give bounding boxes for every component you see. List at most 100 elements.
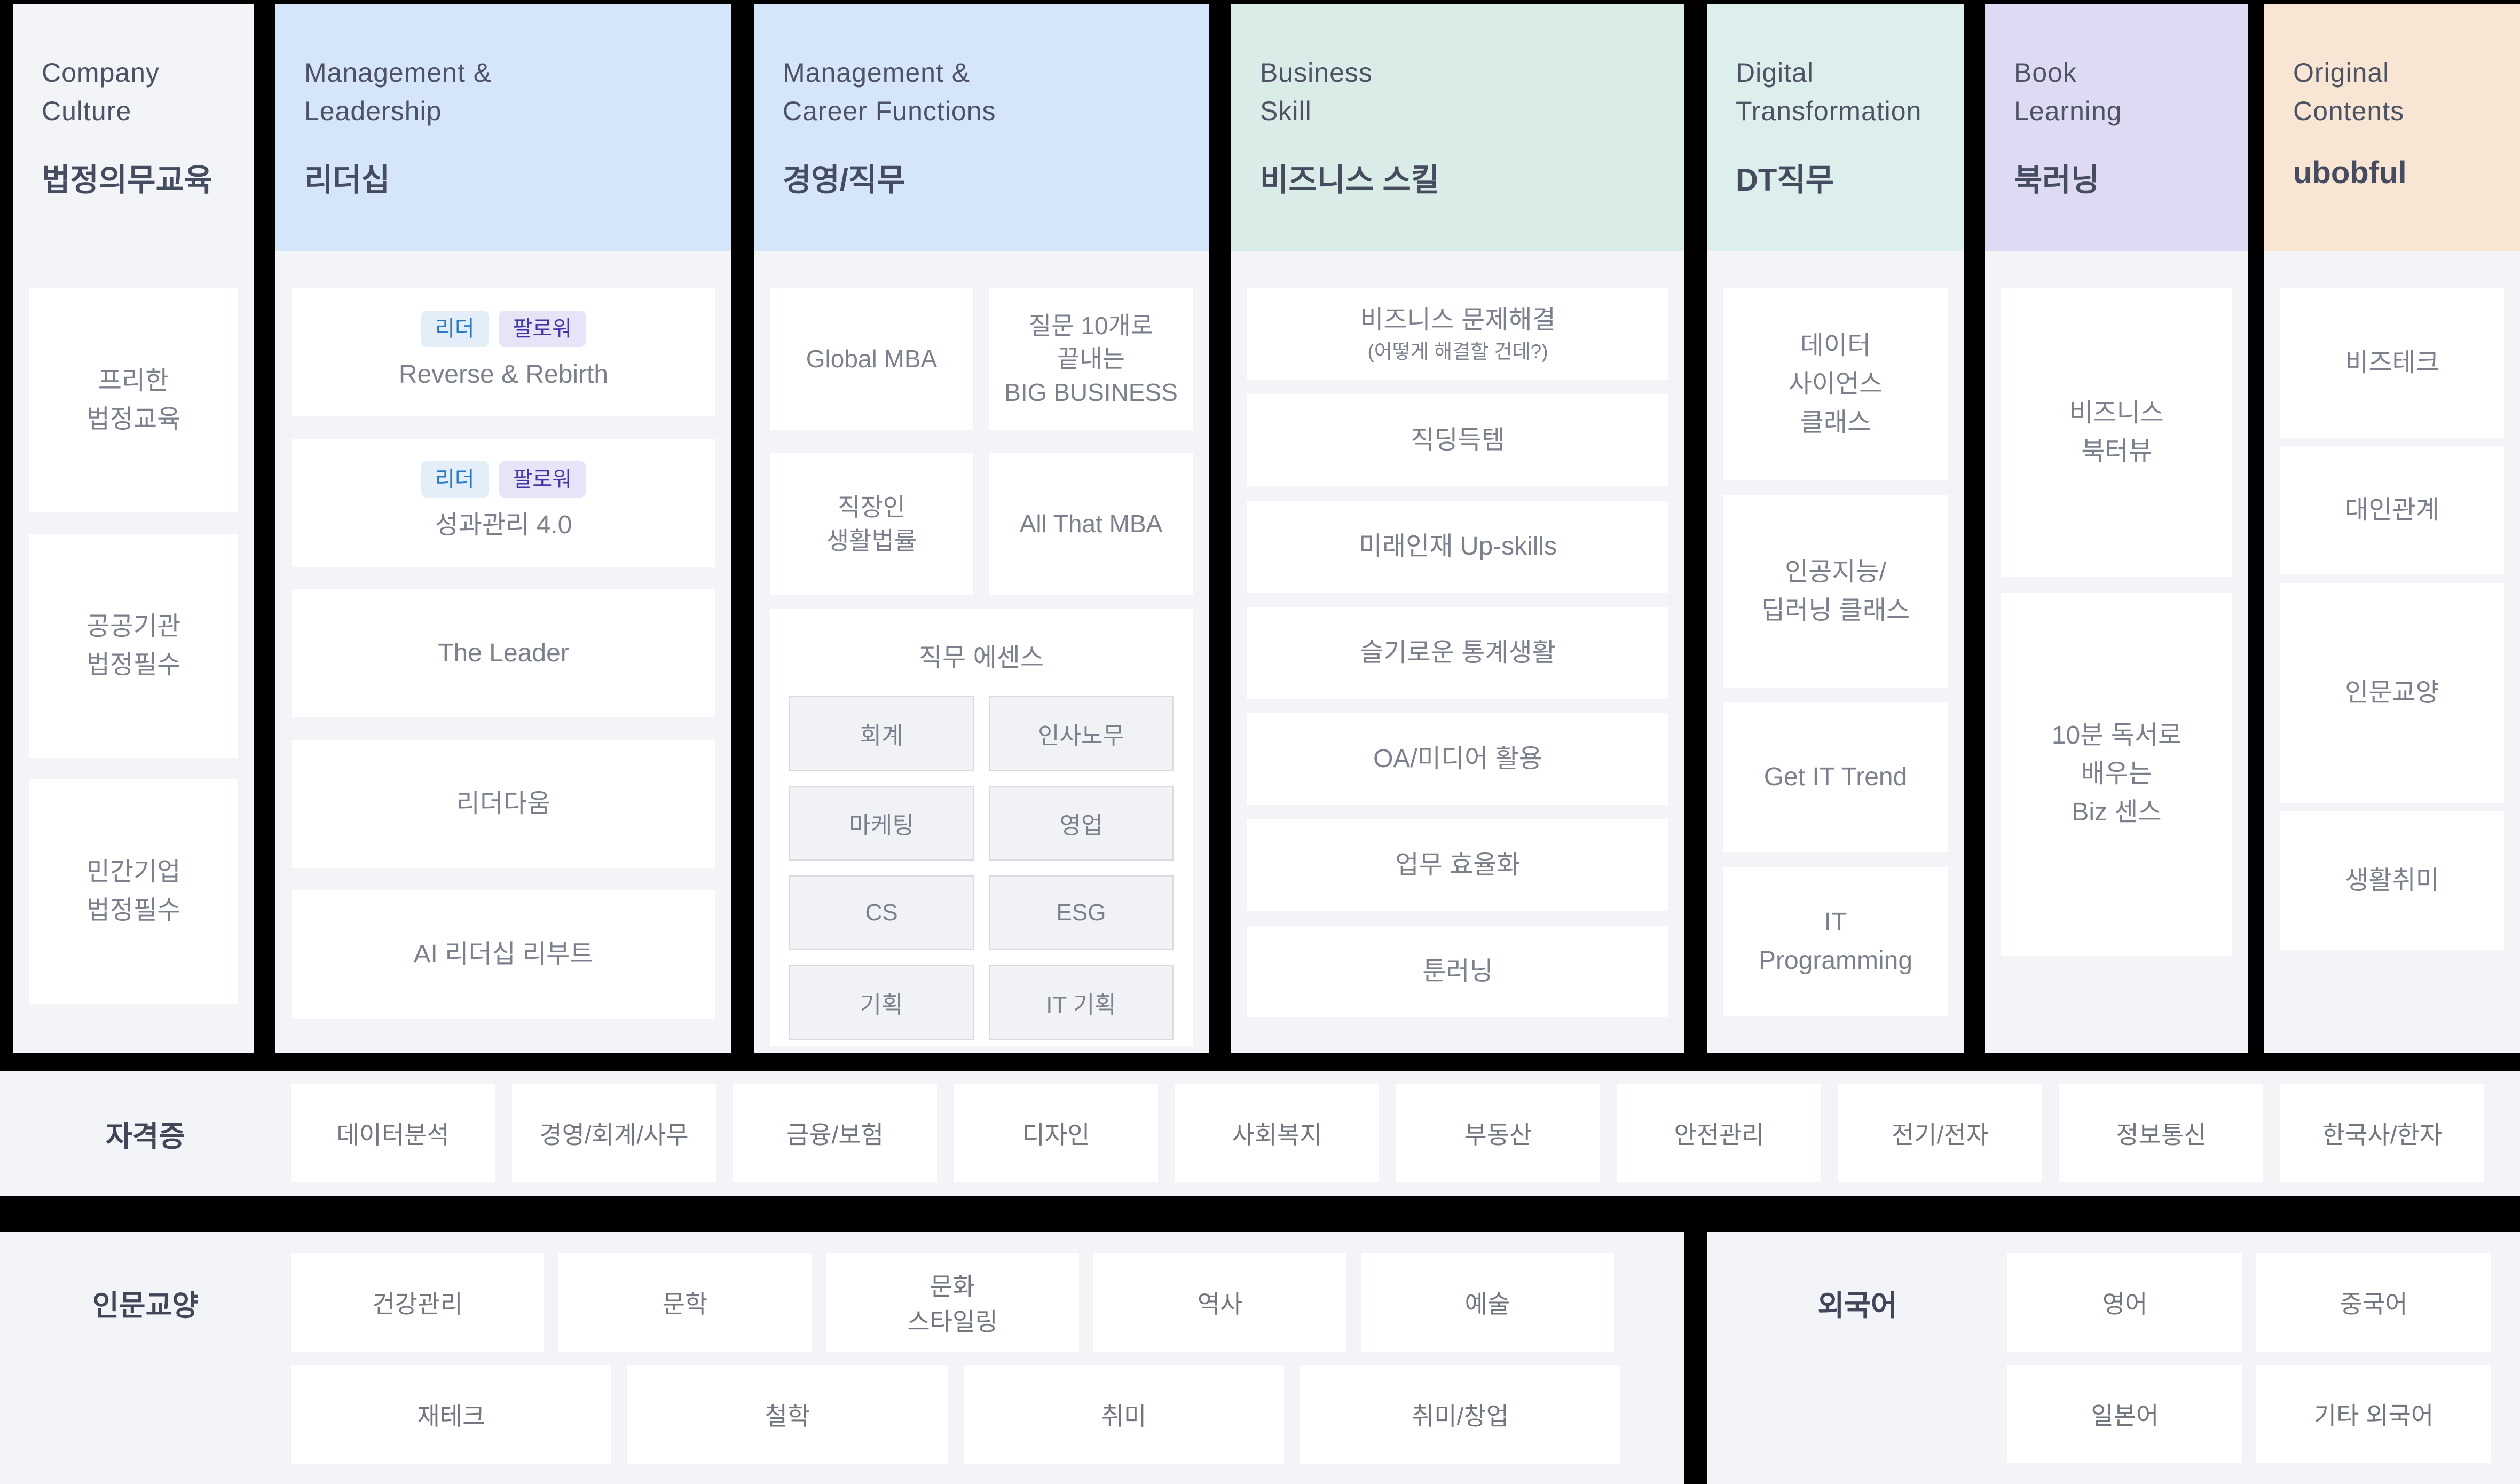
column-title-en: Digital Transformation xyxy=(1736,58,1922,126)
band-label-language: 외국어 xyxy=(1817,1289,1897,1322)
category-chip[interactable]: 한국사/한자 xyxy=(2280,1084,2484,1182)
category-chip[interactable]: 정보통신 xyxy=(2059,1084,2263,1182)
course-card-label: Reverse & Rebirth xyxy=(398,360,609,389)
tag-leader: 리더 xyxy=(421,461,489,498)
band-language: 외국어 영어 중국어 일본어 기타 외국어 xyxy=(1707,1232,2520,1484)
course-card[interactable]: 업무 효율화 xyxy=(1247,819,1668,911)
course-card[interactable]: OA/미디어 활용 xyxy=(1247,713,1668,805)
course-card[interactable]: 비즈니스 문제해결 (어떻게 해결할 건데?) xyxy=(1247,288,1668,380)
column-header-management-leadership: Management & Leadership 리더십 xyxy=(275,4,731,251)
course-card[interactable]: 직장인 생활법률 xyxy=(770,453,973,595)
category-chip[interactable]: 부동산 xyxy=(1396,1084,1600,1182)
category-chip[interactable]: 취미 xyxy=(964,1365,1284,1464)
category-chip[interactable]: 전기/전자 xyxy=(1838,1084,2042,1182)
course-card[interactable]: AI 리더십 리부트 xyxy=(292,890,715,1019)
column-book-learning: Book Learning 북러닝 비즈니스 북터뷰 10분 독서로 배우는 B… xyxy=(1985,4,2248,1053)
essence-button[interactable]: IT 기획 xyxy=(989,965,1174,1040)
job-essence-title: 직무 에센스 xyxy=(918,644,1044,672)
column-company-culture: Company Culture 법정의무교육 프리한 법정교육 공공기관 법정필… xyxy=(13,4,254,1053)
course-card[interactable]: 비즈니스 북터뷰 xyxy=(2001,288,2232,577)
tag-follower: 팔로워 xyxy=(499,461,586,498)
band-certificate: 자격증 데이터분석 경영/회계/사무 금융/보험 디자인 사회복지 부동산 안전… xyxy=(0,1071,2520,1196)
category-chip[interactable]: 예술 xyxy=(1361,1253,1614,1352)
course-card[interactable]: 인공지능/ 딥러닝 클래스 xyxy=(1723,495,1948,688)
category-chip[interactable]: 기타 외국어 xyxy=(2256,1365,2491,1463)
column-title-ko: ubobful xyxy=(2293,155,2407,190)
course-card[interactable]: Get IT Trend xyxy=(1723,702,1948,852)
category-chip[interactable]: 사회복지 xyxy=(1175,1084,1379,1182)
column-body: 비즈니스 북터뷰 10분 독서로 배우는 Biz 센스 xyxy=(1985,251,2248,956)
column-header-management-career-functions: Management & Career Functions 경영/직무 xyxy=(754,4,1209,251)
course-card[interactable]: 리더 팔로워 성과관리 4.0 xyxy=(292,439,715,567)
course-card[interactable]: 리더 팔로워 Reverse & Rebirth xyxy=(292,288,715,416)
column-header-digital-transformation: Digital Transformation DT직무 xyxy=(1707,4,1964,251)
essence-button[interactable]: 영업 xyxy=(989,786,1174,861)
tag-row: 리더 팔로워 xyxy=(421,311,586,347)
category-chip[interactable]: 금융/보험 xyxy=(733,1084,937,1182)
course-card-grid: Global MBA 질문 10개로 끝내는 BIG BUSINESS 직장인 … xyxy=(770,288,1193,595)
course-card-label: 비즈니스 문제해결 xyxy=(1360,305,1556,334)
column-original-contents: Original Contents ubobful 비즈테크 대인관계 인문교양… xyxy=(2264,4,2520,1053)
category-chip[interactable]: 안전관리 xyxy=(1617,1084,1821,1182)
category-chip[interactable]: 데이터분석 xyxy=(291,1084,495,1182)
course-card[interactable]: 리더다움 xyxy=(292,740,715,868)
tag-leader: 리더 xyxy=(421,311,489,347)
course-card[interactable]: 비즈테크 xyxy=(2280,288,2504,438)
column-title-ko: 리더십 xyxy=(304,163,390,198)
column-body: 데이터 사이언스 클래스 인공지능/ 딥러닝 클래스 Get IT Trend … xyxy=(1707,251,1964,1016)
job-essence-grid: 회계 인사노무 마케팅 영업 CS ESG 기획 IT 기획 xyxy=(789,696,1174,1040)
category-chip[interactable]: 건강관리 xyxy=(291,1253,544,1352)
column-body: 비즈테크 대인관계 인문교양 생활취미 xyxy=(2264,251,2520,950)
column-header-original-contents: Original Contents ubobful xyxy=(2264,4,2520,251)
category-chip[interactable]: 중국어 xyxy=(2256,1253,2491,1352)
course-card[interactable]: 미래인재 Up-skills xyxy=(1247,501,1668,593)
course-card[interactable]: All That MBA xyxy=(989,453,1193,595)
category-chip[interactable]: 역사 xyxy=(1093,1253,1346,1352)
column-header-business-skill: Business Skill 비즈니스 스킬 xyxy=(1231,4,1684,251)
essence-button[interactable]: 마케팅 xyxy=(789,786,974,861)
column-title-ko: DT직무 xyxy=(1736,163,1834,198)
category-chip[interactable]: 일본어 xyxy=(2007,1365,2242,1463)
course-card[interactable]: 질문 10개로 끝내는 BIG BUSINESS xyxy=(989,288,1193,430)
category-chip[interactable]: 문화 스타일링 xyxy=(826,1253,1079,1352)
category-chip[interactable]: 취미/창업 xyxy=(1300,1365,1620,1464)
language-chip-row: 영어 중국어 xyxy=(2007,1253,2491,1352)
course-card[interactable]: 민간기업 법정필수 xyxy=(29,779,238,1004)
column-body: Global MBA 질문 10개로 끝내는 BIG BUSINESS 직장인 … xyxy=(754,251,1209,1046)
column-header-book-learning: Book Learning 북러닝 xyxy=(1985,4,2248,251)
course-card[interactable]: The Leader xyxy=(292,589,715,717)
column-header-company-culture: Company Culture 법정의무교육 xyxy=(13,4,254,251)
course-card[interactable]: 인문교양 xyxy=(2280,583,2504,803)
band-humanities: 인문교양 건강관리 문학 문화 스타일링 역사 예술 재테크 철학 취미 취미/… xyxy=(0,1232,1684,1484)
job-essence-card: 직무 에센스 회계 인사노무 마케팅 영업 CS ESG 기획 IT 기획 xyxy=(770,609,1193,1046)
course-card[interactable]: 생활취미 xyxy=(2280,811,2504,950)
category-chip[interactable]: 재테크 xyxy=(291,1365,611,1464)
category-chip[interactable]: 영어 xyxy=(2007,1253,2242,1352)
column-title-en: Business Skill xyxy=(1260,58,1373,126)
course-card[interactable]: 10분 독서로 배우는 Biz 센스 xyxy=(2001,593,2232,956)
course-card[interactable]: 데이터 사이언스 클래스 xyxy=(1723,288,1948,480)
course-card[interactable]: 대인관계 xyxy=(2280,446,2504,574)
column-title-en: Management & Leadership xyxy=(304,58,492,126)
category-chip[interactable]: 디자인 xyxy=(954,1084,1158,1182)
category-chip[interactable]: 철학 xyxy=(627,1365,948,1464)
category-chip[interactable]: 경영/회계/사무 xyxy=(512,1084,716,1182)
essence-button[interactable]: 인사노무 xyxy=(989,696,1174,771)
humanities-chip-row: 건강관리 문학 문화 스타일링 역사 예술 xyxy=(291,1253,1620,1352)
essence-button[interactable]: 기획 xyxy=(789,965,974,1040)
column-title-ko: 북러닝 xyxy=(2014,163,2100,198)
band-label-humanities: 인문교양 xyxy=(92,1289,199,1322)
course-card[interactable]: 공공기관 법정필수 xyxy=(29,534,238,758)
course-card[interactable]: IT Programming xyxy=(1723,867,1948,1016)
essence-button[interactable]: ESG xyxy=(989,875,1174,950)
essence-button[interactable]: 회계 xyxy=(789,696,974,771)
course-card[interactable]: 툰러닝 xyxy=(1247,926,1668,1017)
course-card[interactable]: 프리한 법정교육 xyxy=(29,288,238,512)
column-title-en: Book Learning xyxy=(2014,58,2122,126)
essence-button[interactable]: CS xyxy=(789,875,974,950)
course-card[interactable]: 직딩득템 xyxy=(1247,394,1668,486)
category-chip[interactable]: 문학 xyxy=(558,1253,812,1352)
course-card[interactable]: Global MBA xyxy=(770,288,973,430)
course-card[interactable]: 슬기로운 통계생활 xyxy=(1247,607,1668,699)
